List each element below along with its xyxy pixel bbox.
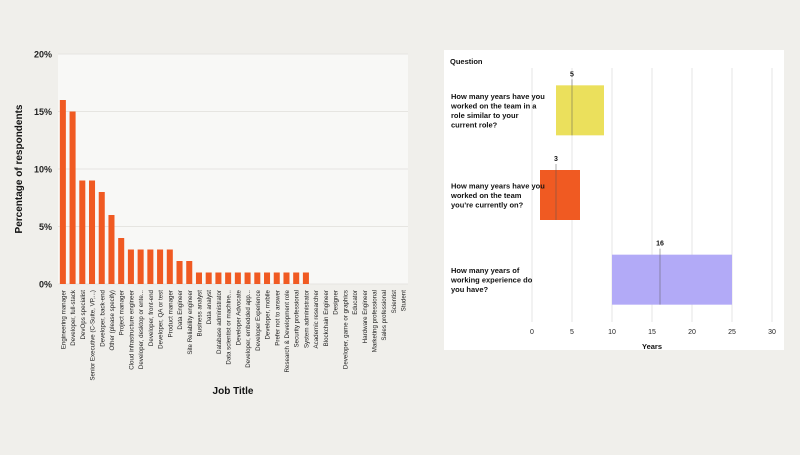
bar [205, 272, 212, 284]
bar [59, 100, 66, 284]
x-tick-label: Database administrator [216, 290, 223, 354]
x-tick-label: System administrator [303, 290, 310, 348]
bar [273, 272, 280, 284]
x-tick-label: Project manager [119, 290, 126, 335]
x-tick-label: 25 [728, 329, 736, 336]
box [556, 85, 604, 136]
x-tick-label: Hardware Engineer [362, 290, 369, 343]
x-tick-label: Other (please specify) [109, 290, 116, 351]
bar [176, 261, 183, 284]
median-label: 5 [570, 71, 574, 78]
x-tick-label: Developer Experience [255, 289, 262, 350]
x-tick-label: 15 [648, 329, 656, 336]
x-tick-label: Developer, embedded app... [245, 290, 252, 368]
x-axis-title: Job Title [213, 386, 254, 397]
y-tick-label: 10% [34, 165, 52, 175]
x-axis-title: Years [642, 342, 662, 351]
bar [118, 238, 125, 284]
x-tick-label: Prefer not to answer [274, 290, 281, 346]
x-tick-label: Cloud infrastructure engineer [128, 290, 135, 370]
y-axis-title: Percentage of respondents [14, 104, 25, 233]
x-tick-label: Business analyst [196, 290, 203, 337]
x-tick-label: Senior Executive (C-Suite, VP,...) [90, 290, 97, 381]
bar [244, 272, 251, 284]
x-tick-label: Developer, game or graphics [342, 290, 349, 369]
x-tick-label: 0 [530, 329, 534, 336]
x-tick-label: DevOps specialist [80, 290, 87, 340]
x-tick-label: Scientist [391, 290, 398, 314]
bar [225, 272, 232, 284]
bar [166, 249, 173, 284]
x-tick-label: 10 [608, 329, 616, 336]
bar [157, 249, 164, 284]
y-axis-title: Question [450, 57, 483, 66]
box [612, 254, 732, 305]
bar [293, 272, 300, 284]
x-tick-label: Security professional [294, 290, 301, 347]
bar [195, 272, 202, 284]
x-tick-label: Product manager [167, 290, 174, 337]
x-tick-label: 20 [688, 329, 696, 336]
bar [127, 249, 134, 284]
x-tick-label: Academic researcher [313, 290, 320, 348]
question-label: How many years have you worked on the tea… [450, 182, 545, 210]
x-tick-label: 30 [768, 329, 776, 336]
x-tick-label: 5 [570, 329, 574, 336]
question-label: How many years of working experience do yo… [450, 266, 533, 294]
bar [215, 272, 222, 284]
bar [147, 249, 154, 284]
x-tick-label: Data Engineer [177, 290, 184, 330]
bar [264, 272, 271, 284]
y-tick-label: 5% [39, 222, 52, 232]
x-tick-label: Engineering manager [60, 290, 67, 349]
box [540, 170, 580, 220]
x-tick-label: Data scientist or machine... [226, 290, 233, 365]
median-label: 16 [656, 241, 664, 248]
x-tick-label: Developer Advocate [235, 289, 242, 345]
bar [79, 180, 86, 284]
bar [98, 192, 105, 284]
bar [137, 249, 144, 284]
y-tick-label: 20% [34, 50, 52, 60]
x-tick-label: Developer, mobile [265, 289, 272, 339]
y-tick-label: 15% [34, 107, 52, 117]
x-tick-label: Marketing professional [371, 290, 378, 352]
median-label: 3 [554, 156, 558, 163]
y-tick-label: 0% [39, 280, 52, 290]
bar [234, 272, 241, 284]
bar [69, 111, 76, 284]
x-tick-label: Developer, QA or test [158, 290, 165, 349]
bar [108, 215, 115, 284]
x-tick-label: Developer, front-end [148, 289, 155, 346]
x-tick-label: Developer, full-stack [70, 289, 77, 346]
x-tick-label: Designer [333, 290, 340, 315]
x-tick-label: Data analyst [206, 290, 213, 325]
question-label: How many years have you worked on the tea… [450, 92, 545, 130]
bar [89, 180, 96, 284]
x-tick-label: Site Reliability engineer [187, 290, 194, 355]
bar [186, 261, 193, 284]
x-tick-label: Developer, desktop or ente... [138, 290, 145, 369]
x-tick-label: Developer, back-end [99, 289, 106, 346]
bar [283, 272, 290, 284]
x-tick-label: Research & Development role [284, 289, 291, 372]
x-tick-label: Blockchain Engineer [323, 290, 330, 346]
x-tick-label: Educator [352, 290, 359, 315]
x-tick-label: Student [401, 290, 408, 312]
bar [254, 272, 261, 284]
bar [302, 272, 309, 284]
x-tick-label: Sales professional [381, 290, 388, 341]
